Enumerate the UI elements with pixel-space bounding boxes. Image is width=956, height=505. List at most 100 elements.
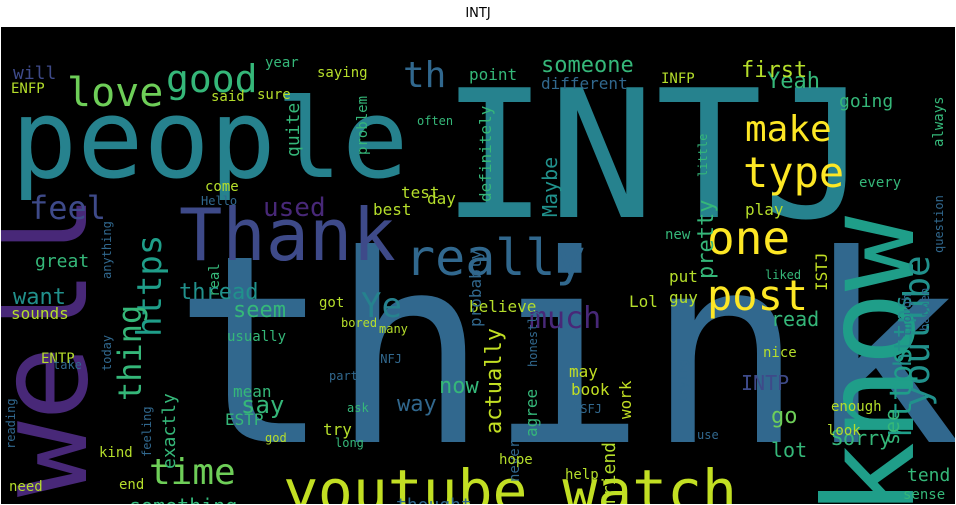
cloud-word: actually bbox=[482, 328, 507, 434]
cloud-word: Ye bbox=[361, 286, 402, 326]
cloud-word: people bbox=[11, 75, 408, 203]
cloud-word: think bbox=[173, 199, 955, 504]
cloud-word: first bbox=[741, 58, 807, 83]
cloud-word: feeling bbox=[140, 406, 154, 457]
cloud-word: well bbox=[1, 194, 116, 497]
cloud-word: saying bbox=[317, 65, 368, 81]
cloud-word: sure bbox=[257, 87, 291, 103]
cloud-word: Maybe bbox=[538, 157, 562, 217]
figure-title: INTJ bbox=[465, 6, 491, 21]
cloud-word: make bbox=[745, 109, 832, 150]
cloud-word: come bbox=[205, 179, 239, 195]
cloud-word: pretty bbox=[694, 200, 719, 279]
cloud-word: post bbox=[707, 271, 808, 320]
cloud-word: ENTP bbox=[41, 351, 75, 367]
cloud-word: agree bbox=[522, 389, 541, 437]
cloud-word: Lol bbox=[629, 292, 658, 311]
cloud-word: nice bbox=[763, 345, 797, 361]
cloud-word: hope bbox=[499, 452, 533, 468]
cloud-word: said bbox=[211, 89, 245, 105]
cloud-word: always bbox=[931, 96, 947, 147]
cloud-word: end bbox=[119, 477, 144, 493]
cloud-word: know bbox=[798, 215, 943, 504]
cloud-word: seem bbox=[233, 298, 286, 323]
cloud-word: test bbox=[401, 183, 440, 202]
cloud-word: kind bbox=[99, 445, 133, 461]
cloud-word: though bbox=[900, 294, 914, 337]
cloud-word: INFP bbox=[661, 71, 695, 87]
cloud-word: used bbox=[263, 193, 326, 223]
cloud-word: https bbox=[884, 347, 919, 437]
cloud-word: Sorry bbox=[831, 426, 891, 450]
cloud-word: little bbox=[696, 134, 710, 177]
cloud-word: every bbox=[859, 175, 901, 191]
cloud-word: day bbox=[427, 189, 456, 208]
cloud-word: different bbox=[541, 74, 628, 93]
cloud-word: type bbox=[743, 148, 844, 197]
cloud-word: ISTJ bbox=[812, 252, 831, 291]
cloud-word: go bbox=[771, 404, 798, 429]
cloud-word: year bbox=[265, 55, 299, 71]
cloud-word: got bbox=[319, 295, 344, 311]
cloud-word: someone bbox=[541, 53, 634, 78]
cloud-word: liked bbox=[765, 268, 801, 282]
word-cloud: think INTJ people know well Thank youtube watc… bbox=[1, 27, 955, 504]
cloud-word: problem bbox=[355, 96, 371, 155]
cloud-word: love bbox=[67, 70, 163, 116]
cloud-word: help bbox=[565, 467, 599, 483]
cloud-word: ESTP bbox=[225, 410, 264, 429]
cloud-word: definitely bbox=[476, 105, 495, 202]
cloud-word: try bbox=[323, 420, 352, 439]
cloud-word: lot bbox=[771, 438, 807, 462]
cloud-word: god bbox=[265, 431, 287, 445]
cloud-word: best bbox=[373, 200, 412, 219]
cloud-word: one bbox=[707, 211, 790, 265]
cloud-word: Yeah bbox=[767, 69, 820, 94]
cloud-word: way bbox=[397, 392, 437, 417]
cloud-word: may bbox=[569, 362, 598, 381]
cloud-word: probably bbox=[466, 250, 485, 327]
cloud-word: exactly bbox=[159, 393, 180, 469]
cloud-word: often bbox=[417, 114, 453, 128]
cloud-word: use bbox=[697, 428, 719, 442]
cloud-word: many bbox=[379, 322, 408, 336]
cloud-word: want bbox=[13, 285, 66, 310]
cloud-word: thought bbox=[396, 495, 472, 504]
cloud-word: guy bbox=[669, 288, 698, 307]
cloud-word: time bbox=[149, 452, 236, 493]
cloud-word: Thank bbox=[179, 193, 396, 277]
cloud-word: feel bbox=[29, 189, 106, 227]
cloud-word: INTP bbox=[741, 371, 789, 395]
cloud-word: will bbox=[13, 63, 56, 84]
cloud-word: INFJ bbox=[373, 352, 402, 366]
cloud-word: much bbox=[529, 301, 601, 336]
cloud-word: play bbox=[745, 200, 784, 219]
cloud-word: friend bbox=[599, 442, 620, 504]
cloud-word: Hello bbox=[201, 194, 237, 208]
cloud-word: great bbox=[35, 251, 89, 272]
cloud-word: tend bbox=[907, 465, 950, 486]
cloud-word: long bbox=[335, 436, 364, 450]
cloud-word: th bbox=[403, 55, 446, 96]
cloud-word: real bbox=[207, 263, 223, 297]
cloud-word: good bbox=[166, 57, 258, 101]
cloud-word: read bbox=[771, 307, 819, 331]
cloud-word: ENFP bbox=[11, 81, 45, 97]
cloud-word: see bbox=[880, 409, 904, 445]
cloud-word: usually bbox=[227, 329, 286, 345]
cloud-word: really bbox=[405, 229, 586, 287]
cloud-word: look bbox=[827, 423, 861, 439]
cloud-word: now bbox=[439, 374, 479, 399]
cloud-word: trying bbox=[676, 360, 690, 403]
cloud-word: youtube watch bbox=[283, 457, 737, 504]
cloud-word: work bbox=[616, 380, 635, 419]
cloud-word: ISFJ bbox=[573, 402, 602, 416]
cloud-word: part bbox=[329, 369, 358, 383]
cloud-word: question bbox=[932, 195, 946, 253]
cloud-word: https bbox=[130, 235, 170, 337]
cloud-word: honestly bbox=[526, 309, 540, 367]
cloud-word: mean bbox=[233, 382, 272, 401]
cloud-word: sense bbox=[903, 487, 945, 503]
cloud-word: going bbox=[839, 91, 893, 112]
